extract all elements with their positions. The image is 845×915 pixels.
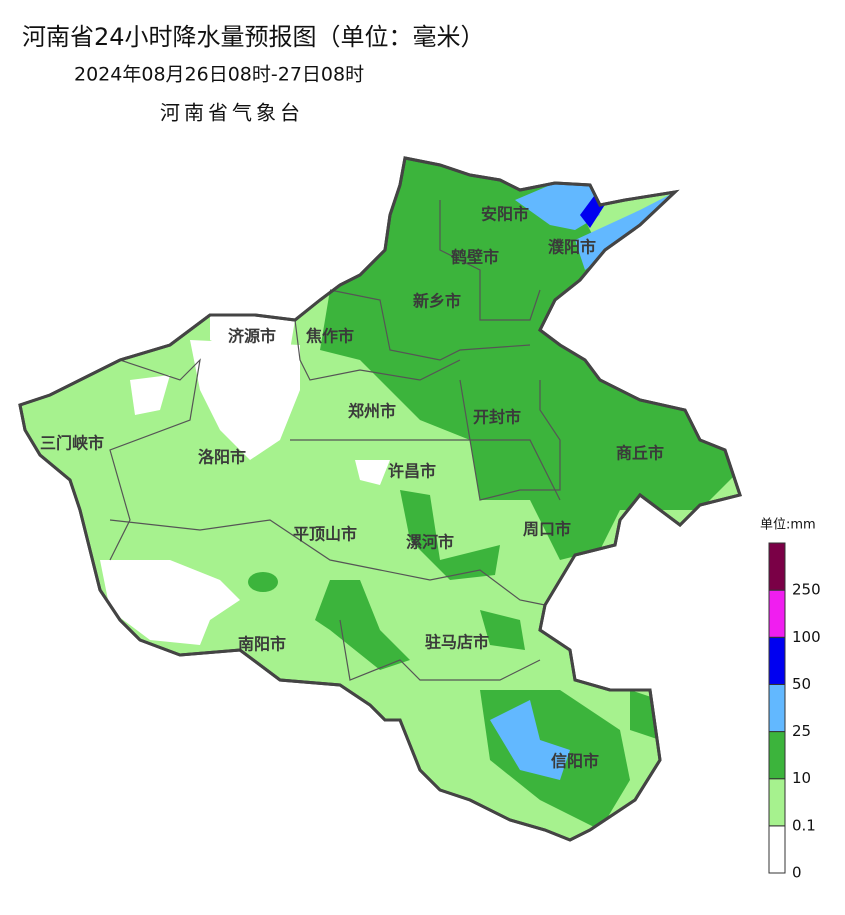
- legend-title: 单位:mm: [760, 518, 816, 533]
- no-rain: [355, 460, 390, 485]
- moderate-rain: [400, 490, 500, 580]
- city-label: 周口市: [523, 520, 571, 539]
- city-border: [294, 319, 461, 381]
- legend-label: 0.1: [792, 816, 816, 834]
- legend-swatch: [768, 542, 786, 591]
- legend-label: 250: [792, 581, 821, 599]
- city-label: 商丘市: [616, 444, 664, 463]
- city-label: 三门峡市: [40, 434, 104, 453]
- city-label: 平顶山市: [293, 525, 357, 544]
- legend-label: 25: [792, 722, 811, 740]
- legend-label: 10: [792, 769, 811, 787]
- legend-swatch: [768, 683, 786, 733]
- legend-swatch: [768, 589, 786, 638]
- no-rain: [190, 340, 300, 460]
- legend-swatch: [768, 731, 786, 780]
- subtitle: 2024年08月26日08时-27日08时: [74, 64, 364, 86]
- city-label: 新乡市: [413, 292, 461, 311]
- city-label: 许昌市: [388, 462, 436, 481]
- legend-swatch: [768, 825, 786, 874]
- province-outline: [18, 156, 742, 842]
- moderate-rain: [315, 580, 410, 670]
- city-label: 信阳市: [551, 752, 599, 771]
- city-border: [109, 519, 546, 606]
- city-border: [439, 200, 541, 321]
- city-label: 焦作市: [305, 327, 354, 346]
- city-label: 南阳市: [238, 635, 286, 654]
- moderate-rain: [480, 610, 525, 650]
- heavy-rain: [490, 700, 570, 780]
- no-rain: [210, 315, 295, 350]
- heavy-rain: [575, 192, 675, 270]
- title: 河南省24小时降水量预报图（单位：毫米）: [22, 23, 485, 51]
- heavy-rain: [515, 183, 600, 230]
- city-border: [290, 439, 561, 501]
- city-label: 濮阳市: [548, 238, 596, 257]
- legend-label: 100: [792, 628, 821, 646]
- city-border: [339, 619, 541, 681]
- no-rain: [130, 375, 170, 415]
- city-label: 郑州市: [348, 402, 396, 421]
- city-label: 洛阳市: [198, 448, 246, 467]
- moderate-rain: [248, 572, 278, 592]
- city-label: 漯河市: [406, 533, 454, 552]
- city-border: [329, 289, 531, 361]
- province: [18, 156, 742, 842]
- city-label: 安阳市: [481, 205, 529, 224]
- legend-swatch: [768, 636, 786, 685]
- legend-label: 50: [792, 675, 811, 693]
- city-border: [459, 379, 561, 501]
- city-label: 驻马店市: [425, 633, 489, 652]
- moderate-rain: [320, 158, 740, 560]
- legend: 单位:mm 0 0.1 10 25 50 100 250: [760, 518, 821, 882]
- city-border: [109, 358, 201, 561]
- issuer: 河南省气象台: [160, 101, 304, 125]
- city-label: 鹤壁市: [451, 248, 499, 267]
- no-rain: [100, 560, 240, 645]
- city-label: 济源市: [228, 327, 276, 346]
- legend-label: 0: [792, 864, 802, 882]
- city-label: 开封市: [473, 408, 521, 427]
- legend-swatch: [768, 778, 786, 827]
